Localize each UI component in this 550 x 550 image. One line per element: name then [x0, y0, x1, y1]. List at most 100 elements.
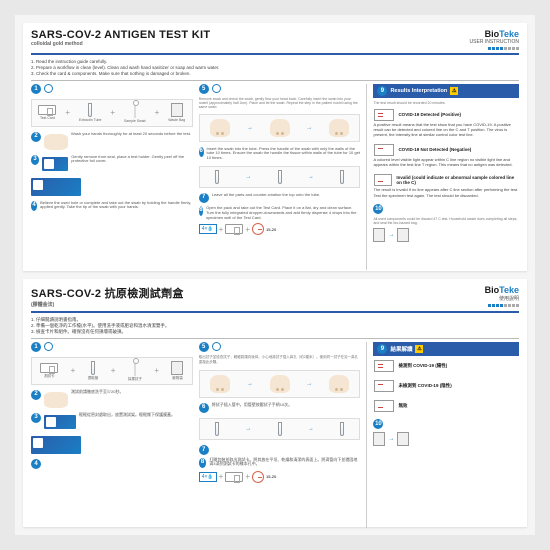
circle-icon — [44, 84, 53, 93]
step-4: 4Believe the used hole or complete and t… — [31, 201, 193, 211]
swab-icon — [134, 360, 136, 376]
item-tube: 提取管 — [88, 361, 99, 381]
instruction-sheet-english: SARS-COV-2 ANTIGEN TEST KIT colloidal go… — [23, 23, 527, 271]
test-card-icon — [40, 363, 58, 373]
step-number-1: 1 — [31, 342, 41, 352]
product-title: SARS-COV-2 ANTIGEN TEST KIT — [31, 29, 210, 41]
step-3: 3輕輕從密封處取出，放置測試架。輕輕撕下保護膜蓋。 — [31, 413, 193, 431]
step-number-10: 10 — [373, 419, 383, 429]
bag-icon — [171, 103, 183, 117]
column-middle: 5 Remove swab and check the swab, gently… — [199, 84, 361, 270]
plus-icon: + — [111, 366, 116, 375]
plus-icon: + — [245, 472, 250, 481]
arrow-icon: → — [308, 426, 314, 432]
results-header: 9結果解讀⚠ — [373, 342, 519, 356]
plus-icon: + — [71, 366, 76, 375]
product-subtitle: colloidal gold method — [31, 41, 210, 47]
result-positive: 檢測到 COVID-19 (陽性) — [373, 359, 519, 373]
item-card: 測試卡 — [40, 363, 58, 379]
brand-part1: Bio — [485, 285, 500, 295]
column-left: 1 測試卡 + 提取管 + 採樣拭子 + 廢物袋 2測試前請徹底洗手至少20秒。… — [31, 342, 193, 528]
step-number-6: 6 — [199, 403, 209, 413]
step-number-4: 4 — [31, 459, 41, 469]
step-1-header: 1 — [31, 342, 193, 352]
step-number-7: 7 — [199, 445, 209, 455]
tube-icon — [88, 103, 92, 117]
test-card-icon — [225, 224, 243, 234]
step-4: 4 — [31, 459, 193, 469]
tube-icon — [340, 422, 344, 436]
step-number-6: 6 — [199, 147, 204, 157]
step-number-4: 4 — [31, 201, 37, 211]
result-invalid: Invalid (could indicate or abnormal samp… — [373, 173, 519, 197]
tube-icon — [215, 422, 219, 436]
result-positive: COVID-19 Detected (Positive) A positive … — [373, 108, 519, 138]
tube-icon — [278, 170, 282, 184]
brand-part2: Teke — [499, 285, 519, 295]
step-1-header: 1 — [31, 84, 193, 94]
kit-contents-diagram: 測試卡 + 提取管 + 採樣拭子 + 廢物袋 — [31, 357, 193, 385]
results-warning: The test result should be recorded 20 mi… — [373, 101, 519, 105]
item-swab: 採樣拭子 — [128, 360, 142, 382]
arrow-icon: → — [245, 174, 251, 180]
nose-icon — [270, 119, 290, 137]
step-number-9: 9 — [377, 344, 387, 354]
header-right: BioTeke 使用說明 — [485, 285, 519, 307]
header: SARS-COV-2 抗原檢測試劑盒 (膠體金法) BioTeke 使用說明 — [31, 285, 519, 313]
step-5-header: 5 — [199, 342, 361, 352]
result-invalid: 無效 — [373, 399, 519, 413]
negative-card-icon — [374, 144, 394, 156]
column-right: 9結果解讀⚠ 檢測到 COVID-19 (陽性) 未檢測到 COVID-19 (… — [366, 342, 519, 528]
step-6: 6Insert the swab into the tube. Press th… — [199, 147, 361, 161]
test-card-icon — [38, 105, 56, 115]
positive-card-icon — [374, 109, 394, 121]
step-2: 2Wash your hands thoroughly for at least… — [31, 132, 193, 152]
result-negative: 未檢測到 COVID-19 (陰性) — [373, 379, 519, 393]
instruction-sheet-chinese: SARS-COV-2 抗原檢測試劑盒 (膠體金法) BioTeke 使用說明 1… — [23, 279, 527, 527]
step-number-2: 2 — [31, 390, 41, 400]
step-number-5: 5 — [199, 342, 209, 352]
kit-contents-diagram: Test Card + Extractin Tube + Sample Swab… — [31, 99, 193, 127]
invalid-card-icon — [374, 400, 394, 412]
step-7: 7Leave all the parts and counter-rotatio… — [199, 193, 361, 203]
step-10: 10 — [373, 419, 519, 429]
item-bag: Waste Bag — [168, 103, 185, 122]
step-5-text: 取出拭子並檢查拭子，輕輕將頭向後仰。小心地將拭子插入鼻孔（約2厘米）。使用同一拭… — [199, 355, 361, 365]
step-10: 10 — [373, 204, 519, 214]
disposal-diagram: → — [373, 228, 519, 242]
clock-icon — [252, 471, 264, 483]
waste-bag-icon — [373, 228, 385, 242]
antigen-kit-box — [31, 436, 81, 454]
step-8: 8Open the pack and take out the Test Car… — [199, 206, 361, 220]
brand-logo: BioTeke — [470, 29, 519, 39]
column-left: 1 Test Card + Extractin Tube + Sample Sw… — [31, 84, 193, 270]
arrow-icon: → — [306, 381, 312, 387]
tube-icon — [215, 170, 219, 184]
product-subtitle: (膠體金法) — [31, 301, 184, 308]
brand-logo: BioTeke — [485, 285, 519, 295]
timer-value: 15-20 — [266, 474, 276, 479]
header: SARS-COV-2 ANTIGEN TEST KIT colloidal go… — [31, 29, 519, 55]
tube-diagram: → → — [199, 418, 361, 440]
arrow-icon: → — [245, 426, 251, 432]
step-3: 3Gently remove from seal, place a test h… — [31, 155, 193, 173]
pre-instructions: 1. 仔細閱讀說明書指南。 2. 準備一個乾淨的工作檯(水平)。使用洗手液或肥皂… — [31, 317, 519, 339]
pre-line-3: 3. 檢查卡片和組件。確保沒有任何損壞或破損。 — [31, 329, 519, 335]
step-number-1: 1 — [31, 84, 41, 94]
disposal-diagram: → — [373, 432, 519, 446]
arrow-icon: → — [247, 381, 253, 387]
nose-icon — [270, 375, 290, 393]
plus-icon: + — [245, 225, 250, 234]
arrow-icon: → — [306, 125, 312, 131]
step-7: 7 — [199, 445, 361, 455]
step-number-10: 10 — [373, 204, 383, 214]
instruction-label: 使用說明 — [485, 295, 519, 302]
negative-card-icon — [374, 380, 394, 392]
swab-icon — [134, 102, 136, 118]
bag-icon — [171, 361, 183, 375]
decorative-dots — [485, 304, 519, 307]
pre-instructions: 1. Read the instruction guide carefully.… — [31, 59, 519, 81]
product-title: SARS-COV-2 抗原檢測試劑盒 — [31, 285, 184, 301]
circle-icon — [212, 84, 221, 93]
item-card: Test Card — [38, 105, 56, 120]
